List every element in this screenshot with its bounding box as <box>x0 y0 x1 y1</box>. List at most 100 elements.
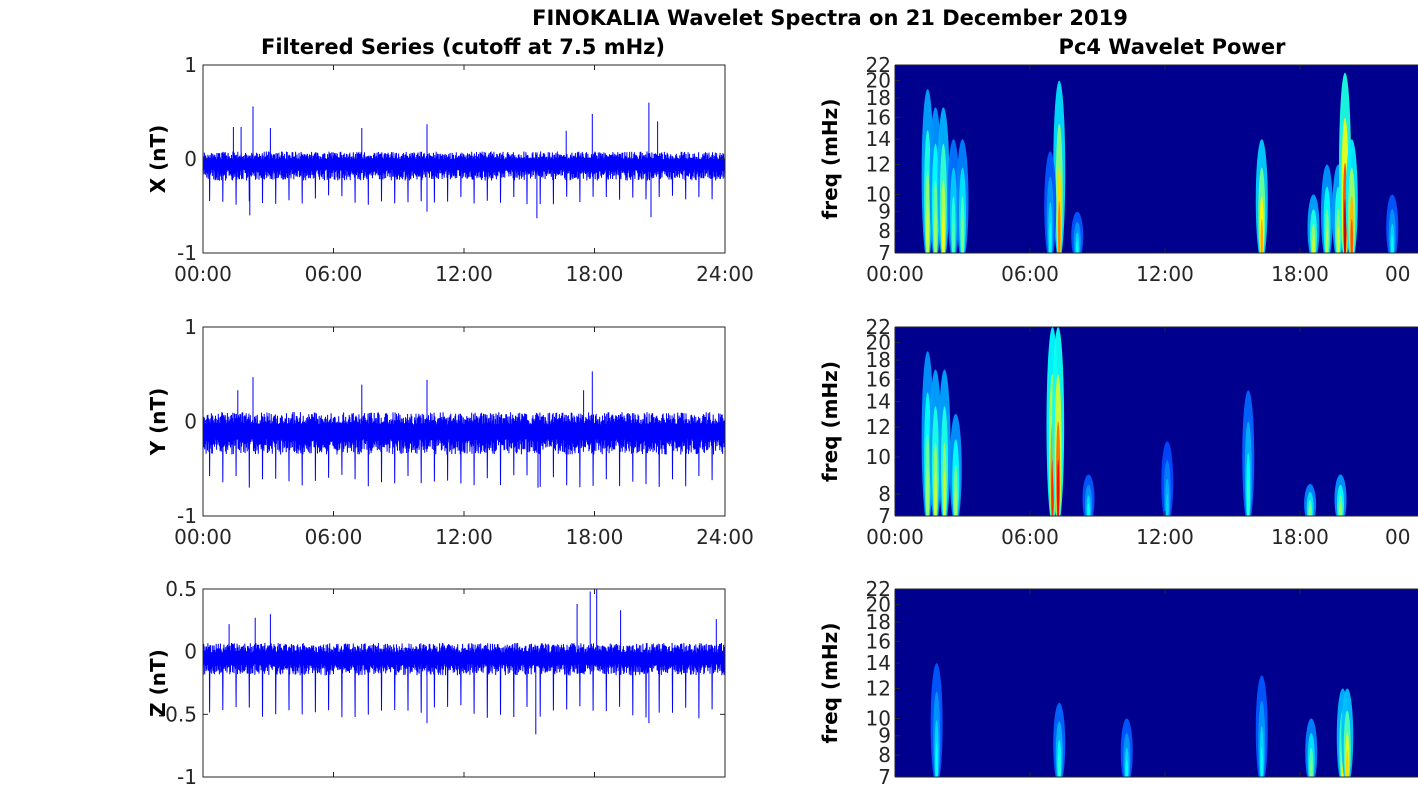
y-ytick-label: 0 <box>184 410 197 434</box>
y-wavelet-power-burst <box>1247 478 1250 516</box>
x-wavelet-power-burst <box>1325 226 1329 253</box>
y-wavelet-ytick-label: 16 <box>866 368 891 392</box>
y-wavelet-ytick-label: 12 <box>866 415 891 439</box>
x-wavelet-ytick-label: 22 <box>866 53 891 77</box>
z-wavelet-power-burst <box>1346 750 1349 777</box>
x-wavelet-power-burst <box>942 209 945 253</box>
x-wavelet-ytick-label: 10 <box>866 182 891 206</box>
y-ylabel: Y (nT) <box>146 388 170 457</box>
y-wavelet-xtick-label: 06:00 <box>1001 525 1059 549</box>
x-xtick-label: 24:00 <box>696 262 754 286</box>
x-wavelet-ytick-label: 12 <box>866 153 891 177</box>
z-wavelet-ytick-label: 9 <box>878 724 891 748</box>
y-wavelet-xtick-label: 18:00 <box>1271 525 1329 549</box>
z-wavelet-power-burst <box>935 742 938 777</box>
z-wavelet-ytick-label: 14 <box>866 651 891 675</box>
z-ylabel: Z (nT) <box>146 649 170 717</box>
z-component-series-panel: 0.5 0 -0.5 -1 Z (nT) <box>146 577 726 788</box>
x-wavelet-ytick-label: 9 <box>878 200 891 224</box>
y-wavelet-power-burst <box>1339 503 1342 516</box>
x-wavelet-power-burst <box>1260 218 1263 253</box>
y-wavelet-power-burst <box>926 466 929 516</box>
x-xtick-label: 06:00 <box>305 262 363 286</box>
z-ytick-label: 0.5 <box>165 577 197 601</box>
z-wavelet-ytick-label: 8 <box>878 743 891 767</box>
y-wavelet-power-burst <box>1056 459 1060 516</box>
y-wavelet-power-burst <box>943 472 946 516</box>
x-series-line <box>203 102 725 219</box>
y-xtick-label: 18:00 <box>566 525 624 549</box>
x-component-series-panel: 1 0 -100:00 06:00 12:00 18:00 24:00 X (nT) <box>146 53 754 286</box>
x-wavelet-ytick-label: 18 <box>866 86 891 110</box>
y-wavelet-ytick-label: 7 <box>878 504 891 528</box>
y-series-line <box>203 371 725 488</box>
x-wavelet-ytick-label: 8 <box>878 219 891 243</box>
y-wavelet-ytick-label: 22 <box>866 315 891 339</box>
y-xtick-label: 06:00 <box>305 525 363 549</box>
y-xtick-label: 24:00 <box>696 525 754 549</box>
y-wavelet-xtick-label: 00:00 <box>866 525 924 549</box>
y-wavelet-xtick-label: 12:00 <box>1136 525 1194 549</box>
y-wavelet-ytick-label: 18 <box>866 348 891 372</box>
y-wavelet-ytick-label: 10 <box>866 445 891 469</box>
z-ytick-label: 0 <box>184 640 197 664</box>
y-wavelet-ytick-label: 20 <box>866 331 891 355</box>
z-wavelet-ytick-label: 12 <box>866 677 891 701</box>
x-wavelet-power-burst <box>1337 226 1340 253</box>
z-wavelet-ytick-label: 20 <box>866 593 891 617</box>
x-wavelet-xtick-label: 18:00 <box>1271 262 1329 286</box>
z-wavelet-ytick-label: 7 <box>878 765 891 788</box>
z-wavelet-ytick-label: 18 <box>866 610 891 634</box>
x-wavelet-power-burst <box>952 218 955 253</box>
x-ytick-label: 0 <box>184 147 197 171</box>
z-wavelet-power-burst <box>1125 759 1128 777</box>
x-ytick-label: 1 <box>184 53 197 77</box>
z-series-line <box>203 589 725 735</box>
z-wavelet-ytick-label: 16 <box>866 629 891 653</box>
y-ytick-label: 1 <box>184 315 197 339</box>
y-wavelet-power-burst <box>1087 503 1090 516</box>
z-wavelet-power-burst <box>1310 759 1313 777</box>
x-wavelet-power-burst <box>1312 235 1315 253</box>
x-wavelet-power-burst <box>1049 222 1052 253</box>
x-wavelet-ytick-label: 14 <box>866 127 891 151</box>
z-wavelet-power-burst <box>1260 746 1263 777</box>
x-wavelet-power-burst <box>926 203 929 253</box>
z-ytick-label: -0.5 <box>158 702 197 726</box>
x-ylabel: X (nT) <box>146 125 170 194</box>
y-wavelet-power-background <box>895 327 1418 516</box>
x-wavelet-power-burst <box>934 209 937 253</box>
z-ytick-label: -1 <box>177 765 197 788</box>
x-xtick-label: 12:00 <box>435 262 493 286</box>
y-wavelet-power-burst <box>934 472 937 516</box>
x-wavelet-power-burst <box>961 218 964 253</box>
y-wavelet-power-burst <box>1166 493 1169 516</box>
y-xtick-label: 12:00 <box>435 525 493 549</box>
x-wavelet-power-burst <box>1343 198 1347 253</box>
x-wavelet-xtick-label: 00:00 <box>866 262 924 286</box>
z-wavelet-ylabel: freq (mHz) <box>818 623 842 744</box>
x-wavelet-ylabel: freq (mHz) <box>818 99 842 220</box>
y-component-series-panel: 1 0 -100:00 06:00 12:00 18:00 24:00 Y (nT) <box>146 315 754 549</box>
left-column-title: Filtered Series (cutoff at 7.5 mHz) <box>261 35 665 59</box>
x-wavelet-ytick-label: 20 <box>866 69 891 93</box>
x-ytick-label: -1 <box>177 241 197 265</box>
x-wavelet-power-burst <box>1391 235 1394 253</box>
x-wavelet-power-burst <box>1076 240 1079 253</box>
right-column-title: Pc4 Wavelet Power <box>1059 35 1287 59</box>
y-ytick-label: -1 <box>177 504 197 528</box>
x-wavelet-xtick-label: 00 <box>1385 262 1410 286</box>
y-wavelet-power-burst <box>1308 506 1312 516</box>
y-wavelet-ytick-label: 14 <box>866 390 891 414</box>
z-wavelet-power-background <box>895 589 1418 777</box>
y-wavelet-ytick-label: 8 <box>878 482 891 506</box>
y-xtick-label: 00:00 <box>174 525 232 549</box>
x-wavelet-xtick-label: 06:00 <box>1001 262 1059 286</box>
x-wavelet-ytick-label: 7 <box>878 241 891 265</box>
y-wavelet-power-burst <box>954 485 957 516</box>
z-plot-area <box>203 589 725 777</box>
y-wavelet-xtick-label: 00 <box>1385 525 1410 549</box>
